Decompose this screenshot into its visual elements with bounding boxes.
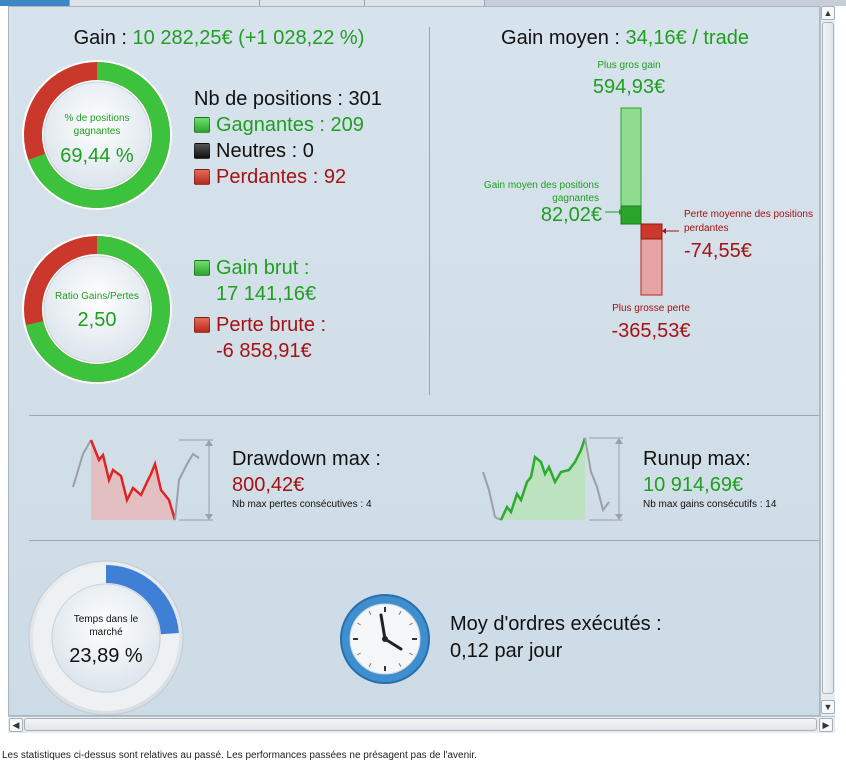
clock-icon <box>340 594 430 684</box>
drawdown-sparkline <box>72 439 213 521</box>
horizontal-divider-2 <box>29 540 819 541</box>
avg-gain-label: Gain moyen : <box>501 27 626 49</box>
biggest-gain-value: 594,93€ <box>592 76 666 98</box>
tab-strip <box>0 0 846 6</box>
orders-title: Moy d'ordres exécutés : <box>450 613 662 635</box>
disclaimer-footer: Les statistiques ci-dessus sont relative… <box>0 748 846 769</box>
runup-value: 10 914,69€ <box>643 474 744 496</box>
ring-win-arc <box>24 236 170 382</box>
tab-4[interactable] <box>365 0 485 6</box>
scroll-down-button[interactable]: ▼ <box>821 700 835 714</box>
avg-win-value: 82,02€ <box>540 204 602 226</box>
neutral-positions: Neutres : 0 <box>194 140 314 163</box>
gross-loss-label: Perte brute : <box>216 314 327 336</box>
avg-win-label: Gain moyen des positions gagnantes <box>454 179 599 205</box>
neutral-positions-text: Neutres : 0 <box>216 140 314 162</box>
gross-loss: Perte brute : <box>194 314 326 337</box>
biggest-loss-value: -365,53€ <box>611 320 691 342</box>
winning-positions: Gagnantes : 209 <box>194 114 364 137</box>
avg-win-label-line1: Gain moyen des positions <box>483 180 599 191</box>
positions-count: Nb de positions : 301 <box>194 88 382 110</box>
gain-label: Gain : <box>73 27 133 49</box>
gross-gain-value: 17 141,16€ <box>216 283 317 305</box>
time-in-market-value: 23,89 % <box>69 645 143 667</box>
horizontal-divider-1 <box>29 415 819 416</box>
scroll-up-button[interactable]: ▲ <box>821 6 835 20</box>
gross-loss-value: -6 858,91€ <box>216 340 312 362</box>
win-ratio-value: 69,44 % <box>60 145 134 167</box>
avg-win-bar <box>620 205 642 225</box>
avg-loss-bar <box>640 223 663 240</box>
statistics-panel: Gain : 10 282,25€ (+1 028,22 %) % de pos… <box>8 6 820 716</box>
arrow-left-icon <box>662 228 666 234</box>
arrow-right-icon <box>619 209 623 215</box>
avg-loss-label-line2: perdantes <box>684 223 729 234</box>
red-square-icon <box>194 317 210 333</box>
gross-gain-label: Gain brut : <box>216 257 310 279</box>
gross-gain: Gain brut : <box>194 257 309 280</box>
vertical-scrollbar[interactable]: ▲ ▼ <box>820 6 835 716</box>
scroll-right-button[interactable]: ▶ <box>819 718 833 732</box>
gain-value: 10 282,25€ (+1 028,22 %) <box>132 27 365 49</box>
gain-header: Gain : 10 282,25€ (+1 028,22 %) <box>9 27 429 50</box>
ratio-label: Ratio Gains/Pertes <box>55 291 139 302</box>
orders-value: 0,12 par jour <box>450 640 563 662</box>
avg-gain-bar-chart <box>605 107 679 296</box>
drawdown-sub: Nb max pertes consécutives : 4 <box>232 499 372 510</box>
vertical-divider <box>429 27 430 395</box>
losing-positions-text: Perdantes : 92 <box>216 166 347 188</box>
biggest-gain-label: Plus gros gain <box>597 60 661 71</box>
gain-loss-ratio-ring <box>22 234 172 384</box>
drawdown-value: 800,42€ <box>232 474 305 496</box>
horizontal-scrollbar[interactable]: ◀ ▶ <box>8 716 835 733</box>
avg-gain-value: 34,16€ / trade <box>625 27 749 49</box>
avg-loss-label: Perte moyenne des positions perdantes <box>684 208 819 236</box>
biggest-loss-label: Plus grosse perte <box>612 303 690 314</box>
winning-positions-text: Gagnantes : 209 <box>216 114 364 136</box>
runup-sparkline <box>482 437 623 521</box>
green-square-icon <box>194 260 210 276</box>
runup-title: Runup max: <box>643 448 751 470</box>
scroll-left-button[interactable]: ◀ <box>9 718 23 732</box>
win-ratio-label: % de positions gagnantes <box>64 113 130 137</box>
tab-3[interactable] <box>260 0 365 6</box>
ratio-value: 2,50 <box>77 309 117 331</box>
avg-loss-label-line1: Perte moyenne des positions <box>684 209 813 220</box>
red-square-icon <box>194 169 210 185</box>
vertical-scroll-thumb[interactable] <box>822 22 834 694</box>
horizontal-scroll-thumb[interactable] <box>24 718 817 731</box>
time-arc <box>33 565 179 711</box>
runup-sub: Nb max gains consécutifs : 14 <box>643 499 777 510</box>
tab-2[interactable] <box>70 0 260 6</box>
drawdown-title: Drawdown max : <box>232 448 381 470</box>
tab-active[interactable] <box>0 0 70 6</box>
black-square-icon <box>194 143 210 159</box>
avg-loss-value: -74,55€ <box>684 240 752 262</box>
avg-gain-header: Gain moyen : 34,16€ / trade <box>429 27 819 50</box>
time-in-market-label: Temps dans le marché <box>73 614 139 638</box>
green-square-icon <box>194 117 210 133</box>
time-in-market-ring <box>28 560 184 715</box>
losing-positions: Perdantes : 92 <box>194 166 346 189</box>
avg-win-label-line2: gagnantes <box>552 193 599 204</box>
win-ratio-ring <box>22 60 172 210</box>
ring-win-arc <box>24 62 170 208</box>
